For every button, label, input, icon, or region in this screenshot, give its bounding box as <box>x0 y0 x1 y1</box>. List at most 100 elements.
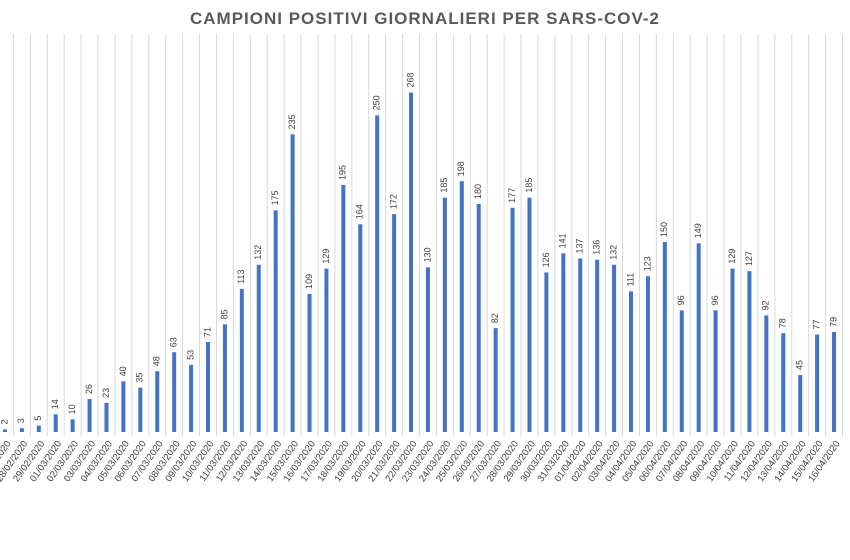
bar <box>239 288 244 432</box>
value-label: 78 <box>778 318 788 328</box>
value-label: 185 <box>439 178 449 193</box>
bar <box>189 364 194 432</box>
bar <box>375 115 380 432</box>
value-label: 198 <box>456 161 466 176</box>
bar <box>273 210 278 432</box>
value-label: 82 <box>490 313 500 323</box>
chart-title: CAMPIONI POSITIVI GIORNALIERI PER SARS-C… <box>190 9 660 28</box>
value-label: 150 <box>659 222 669 237</box>
value-label: 177 <box>507 188 517 203</box>
bar <box>104 402 109 432</box>
bar <box>256 264 261 432</box>
value-label: 96 <box>710 295 720 305</box>
value-label: 85 <box>219 309 229 319</box>
value-label: 53 <box>185 350 195 360</box>
value-label: 164 <box>355 204 365 219</box>
value-label: 180 <box>473 184 483 199</box>
value-label: 92 <box>761 300 771 310</box>
value-label: 2 <box>0 419 9 424</box>
value-label: 14 <box>50 399 60 409</box>
value-label: 132 <box>253 245 263 260</box>
value-label: 250 <box>372 95 382 110</box>
bar <box>307 293 312 432</box>
bar <box>747 271 752 432</box>
value-label: 63 <box>169 337 179 347</box>
value-label: 136 <box>592 240 602 255</box>
bar <box>392 214 397 432</box>
bar <box>493 328 498 432</box>
value-label: 127 <box>744 251 754 266</box>
bar <box>510 207 515 432</box>
bar <box>36 425 41 432</box>
value-label: 113 <box>236 270 246 284</box>
bar <box>696 243 701 432</box>
value-label: 109 <box>304 274 314 289</box>
value-label: 123 <box>642 256 652 271</box>
value-label: 35 <box>135 373 145 383</box>
value-label: 235 <box>287 114 297 129</box>
bar <box>2 429 7 432</box>
value-label: 129 <box>727 249 737 264</box>
bar <box>19 428 24 432</box>
bar <box>87 399 92 432</box>
bar <box>713 310 718 432</box>
bar <box>442 197 447 432</box>
bar <box>155 371 160 432</box>
value-label: 26 <box>84 384 94 394</box>
value-label: 48 <box>152 356 162 366</box>
value-label: 71 <box>202 327 212 337</box>
bar <box>527 197 532 432</box>
bar <box>341 185 346 432</box>
value-label: 149 <box>693 223 703 238</box>
value-label: 195 <box>338 165 348 180</box>
bar <box>832 331 837 432</box>
value-label: 129 <box>321 249 331 264</box>
value-label: 141 <box>558 233 568 248</box>
bar <box>53 414 58 432</box>
value-label: 111 <box>625 273 635 287</box>
bar <box>730 268 735 432</box>
bar <box>409 92 414 433</box>
value-label: 79 <box>828 317 838 327</box>
value-label: 96 <box>676 295 686 305</box>
bar <box>290 134 295 433</box>
value-label: 126 <box>541 252 551 267</box>
value-label: 3 <box>16 418 26 423</box>
value-label: 132 <box>608 245 618 260</box>
bar <box>544 272 549 432</box>
bar <box>138 387 143 432</box>
value-label: 130 <box>422 247 432 262</box>
bar <box>476 204 481 432</box>
bar <box>679 310 684 432</box>
bar <box>764 315 769 432</box>
bar <box>222 324 227 432</box>
value-label: 137 <box>575 238 585 253</box>
value-label: 45 <box>795 360 805 370</box>
value-label: 175 <box>270 190 280 205</box>
bar <box>815 334 820 432</box>
bar <box>612 264 617 432</box>
bar <box>645 276 650 432</box>
value-label: 5 <box>33 416 43 421</box>
value-label: 40 <box>118 366 128 376</box>
bar <box>781 333 786 432</box>
bar <box>70 419 75 432</box>
bar <box>629 291 633 432</box>
bar <box>578 258 583 432</box>
value-label: 268 <box>405 73 415 88</box>
bar <box>561 253 566 432</box>
bar <box>172 352 177 432</box>
bar <box>324 268 329 432</box>
bar <box>798 375 803 432</box>
value-label: 10 <box>67 404 77 414</box>
value-label: 23 <box>101 388 111 398</box>
bar <box>459 181 464 432</box>
value-label: 77 <box>811 319 821 329</box>
bar <box>358 224 363 432</box>
bar <box>595 259 600 432</box>
bar <box>121 381 126 432</box>
bar <box>206 342 210 432</box>
bar <box>425 267 430 432</box>
